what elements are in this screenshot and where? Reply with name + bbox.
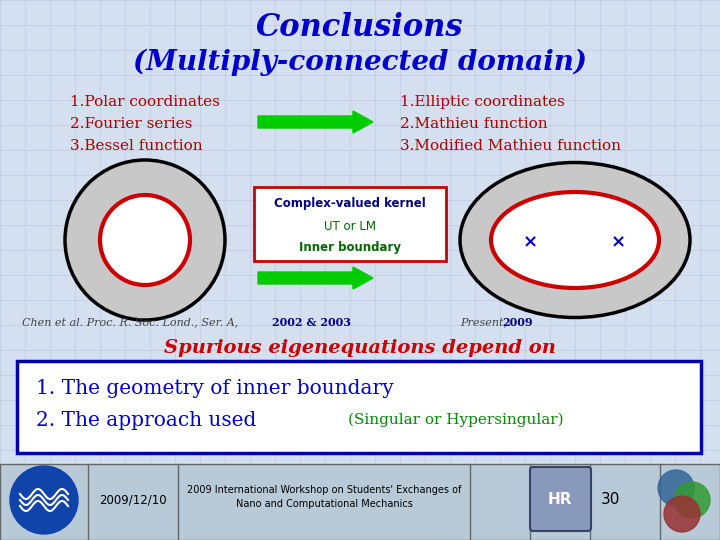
Text: (Singular or Hypersingular): (Singular or Hypersingular) [348, 413, 564, 427]
Text: 1.Elliptic coordinates: 1.Elliptic coordinates [400, 95, 565, 109]
Text: ×: × [611, 233, 626, 251]
Text: 2.Fourier series: 2.Fourier series [70, 117, 192, 131]
Text: 2009/12/10: 2009/12/10 [99, 494, 167, 507]
FancyArrow shape [258, 267, 373, 289]
Circle shape [10, 466, 78, 534]
Text: UT or LM: UT or LM [324, 219, 376, 233]
Ellipse shape [100, 195, 190, 285]
Text: 2.Mathieu function: 2.Mathieu function [400, 117, 548, 131]
Text: ×: × [523, 233, 538, 251]
FancyBboxPatch shape [530, 467, 591, 531]
Text: Inner boundary: Inner boundary [299, 241, 401, 254]
Text: 1.Polar coordinates: 1.Polar coordinates [70, 95, 220, 109]
Ellipse shape [491, 192, 659, 288]
FancyArrow shape [258, 111, 373, 133]
Text: 30: 30 [600, 492, 620, 508]
FancyBboxPatch shape [17, 361, 701, 453]
Text: Complex-valued kernel: Complex-valued kernel [274, 198, 426, 211]
Circle shape [674, 482, 710, 518]
Text: 3.Modified Mathieu function: 3.Modified Mathieu function [400, 139, 621, 153]
Circle shape [658, 470, 694, 506]
Text: 3.Bessel function: 3.Bessel function [70, 139, 202, 153]
Text: 1. The geometry of inner boundary: 1. The geometry of inner boundary [36, 379, 394, 397]
Text: Present,: Present, [460, 317, 507, 327]
Ellipse shape [65, 160, 225, 320]
Circle shape [664, 496, 700, 532]
Text: 2. The approach used: 2. The approach used [36, 410, 256, 429]
Bar [0, 464, 720, 540]
Text: 2009: 2009 [502, 316, 533, 327]
FancyBboxPatch shape [254, 187, 446, 261]
Ellipse shape [100, 195, 190, 285]
Text: (Multiply-connected domain): (Multiply-connected domain) [133, 48, 587, 76]
Text: Chen et al. Proc. R. Soc. Lond., Ser. A,: Chen et al. Proc. R. Soc. Lond., Ser. A, [22, 317, 238, 327]
Ellipse shape [460, 163, 690, 318]
Text: Spurious eigenequations depend on: Spurious eigenequations depend on [164, 339, 556, 357]
Ellipse shape [491, 192, 659, 288]
Text: 2002 & 2003: 2002 & 2003 [272, 316, 351, 327]
Text: HR: HR [548, 492, 572, 508]
Text: Conclusions: Conclusions [256, 12, 464, 44]
Text: 2009 International Workshop on Students' Exchanges of
Nano and Computational Mec: 2009 International Workshop on Students'… [186, 485, 462, 509]
